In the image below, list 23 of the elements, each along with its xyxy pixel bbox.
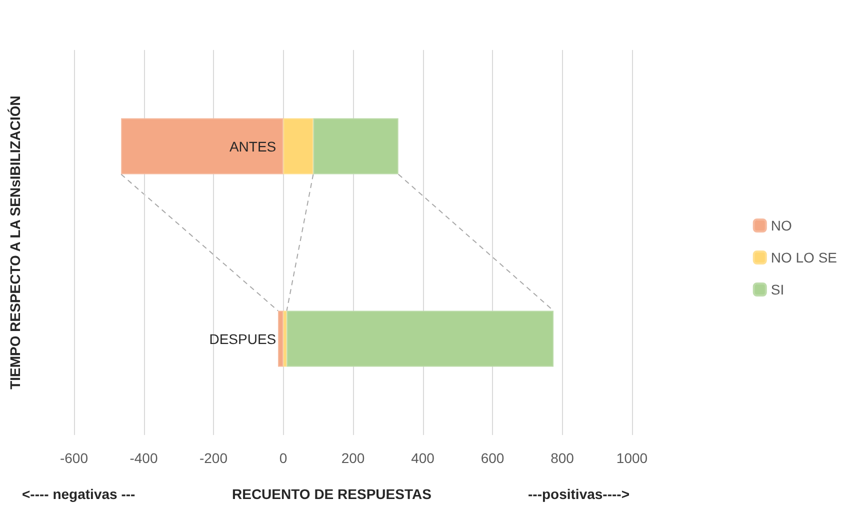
y-axis-title: TIEMPO RESPECTO A LA SENsIBILIZACIÓN — [7, 96, 23, 390]
x-tick-label: -600 — [60, 450, 88, 466]
text: ---positivas----> — [528, 486, 630, 502]
bar — [286, 310, 554, 367]
x-tick-label: 600 — [480, 450, 504, 466]
y-tick-label: DESPUES — [209, 330, 276, 347]
bar — [313, 118, 398, 174]
legend-label: NO — [770, 218, 792, 234]
x-tick-label: 400 — [411, 450, 435, 466]
x-tick-label: 800 — [550, 450, 574, 466]
x-tick-label: 200 — [341, 450, 365, 466]
y-tick-label: ANTES — [229, 138, 276, 154]
bar — [121, 118, 284, 174]
text: <---- negativas --- — [22, 486, 136, 502]
legend-label: SI — [770, 282, 784, 298]
x-tick-label: -200 — [199, 450, 228, 466]
bar — [278, 310, 284, 367]
x-tick-label: -400 — [130, 450, 158, 466]
x-axis-title: RECUENTO DE RESPUESTAS — [232, 486, 432, 502]
x-tick-label: 1000 — [616, 450, 648, 466]
legend-label: NO LO SE — [770, 250, 838, 266]
bar — [283, 118, 314, 174]
x-tick-label: 0 — [279, 450, 288, 466]
